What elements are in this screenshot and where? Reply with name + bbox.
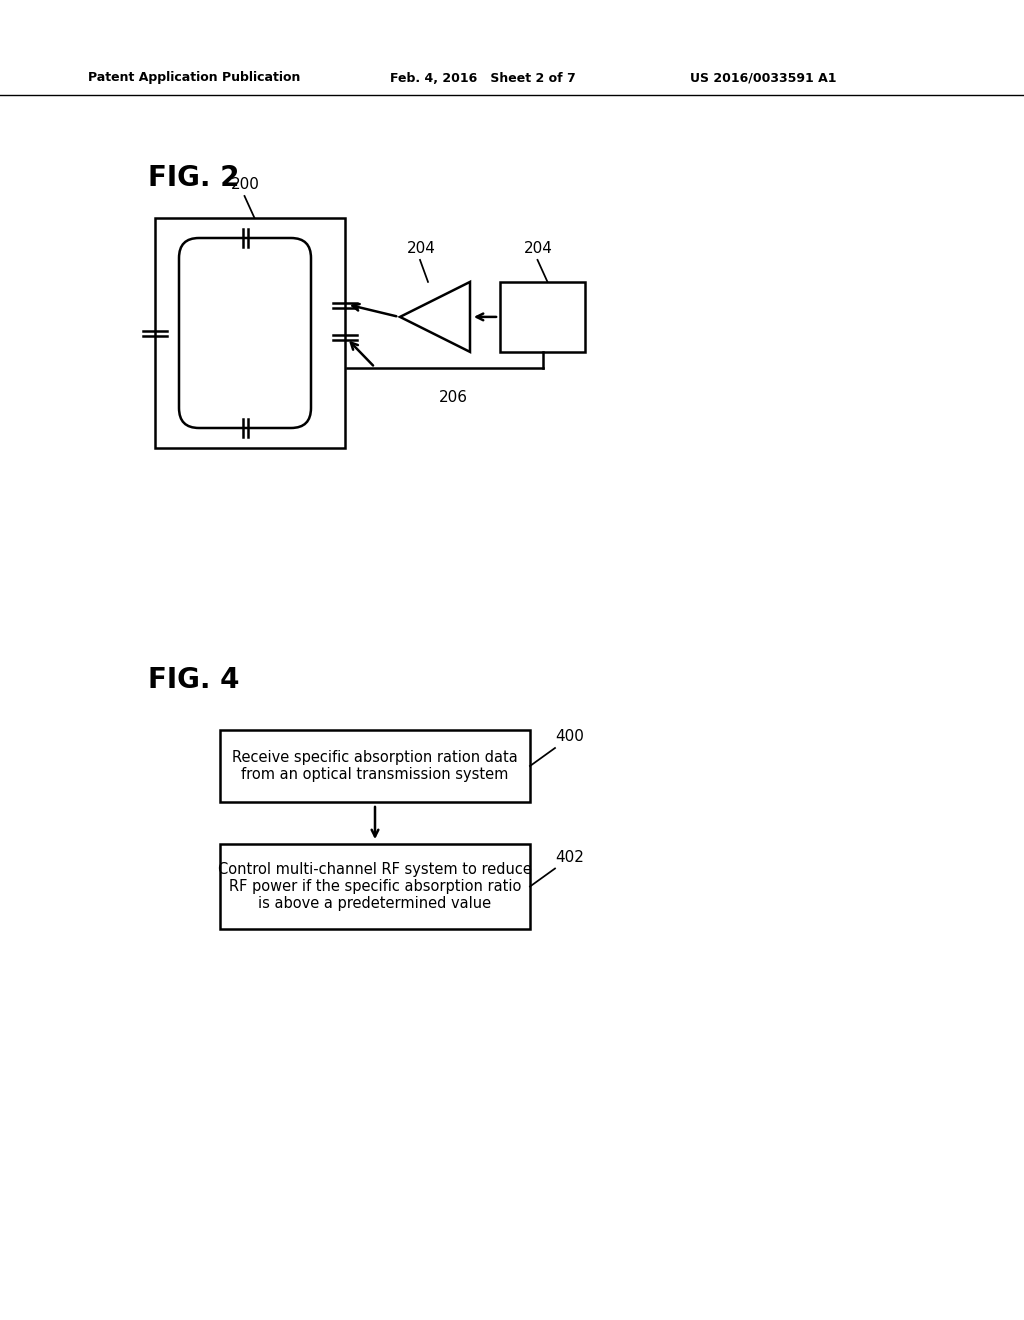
- Bar: [220, 730, 530, 803]
- Bar: [500, 282, 585, 352]
- Text: US 2016/0033591 A1: US 2016/0033591 A1: [690, 71, 837, 84]
- Text: Receive specific absorption ration data
from an optical transmission system: Receive specific absorption ration data …: [232, 750, 518, 783]
- Text: 204: 204: [407, 242, 435, 256]
- Text: 400: 400: [555, 729, 584, 744]
- Text: 200: 200: [231, 177, 260, 191]
- Text: Patent Application Publication: Patent Application Publication: [88, 71, 300, 84]
- Text: FIG. 2: FIG. 2: [148, 164, 240, 191]
- Bar: [220, 843, 530, 929]
- Text: Control multi-channel RF system to reduce
RF power if the specific absorption ra: Control multi-channel RF system to reduc…: [218, 862, 531, 911]
- Text: 402: 402: [555, 850, 584, 865]
- Bar: [155, 218, 345, 447]
- Text: Feb. 4, 2016   Sheet 2 of 7: Feb. 4, 2016 Sheet 2 of 7: [390, 71, 575, 84]
- FancyBboxPatch shape: [179, 238, 311, 428]
- Text: 206: 206: [439, 389, 468, 404]
- Text: FIG. 4: FIG. 4: [148, 667, 240, 694]
- Text: 204: 204: [524, 242, 553, 256]
